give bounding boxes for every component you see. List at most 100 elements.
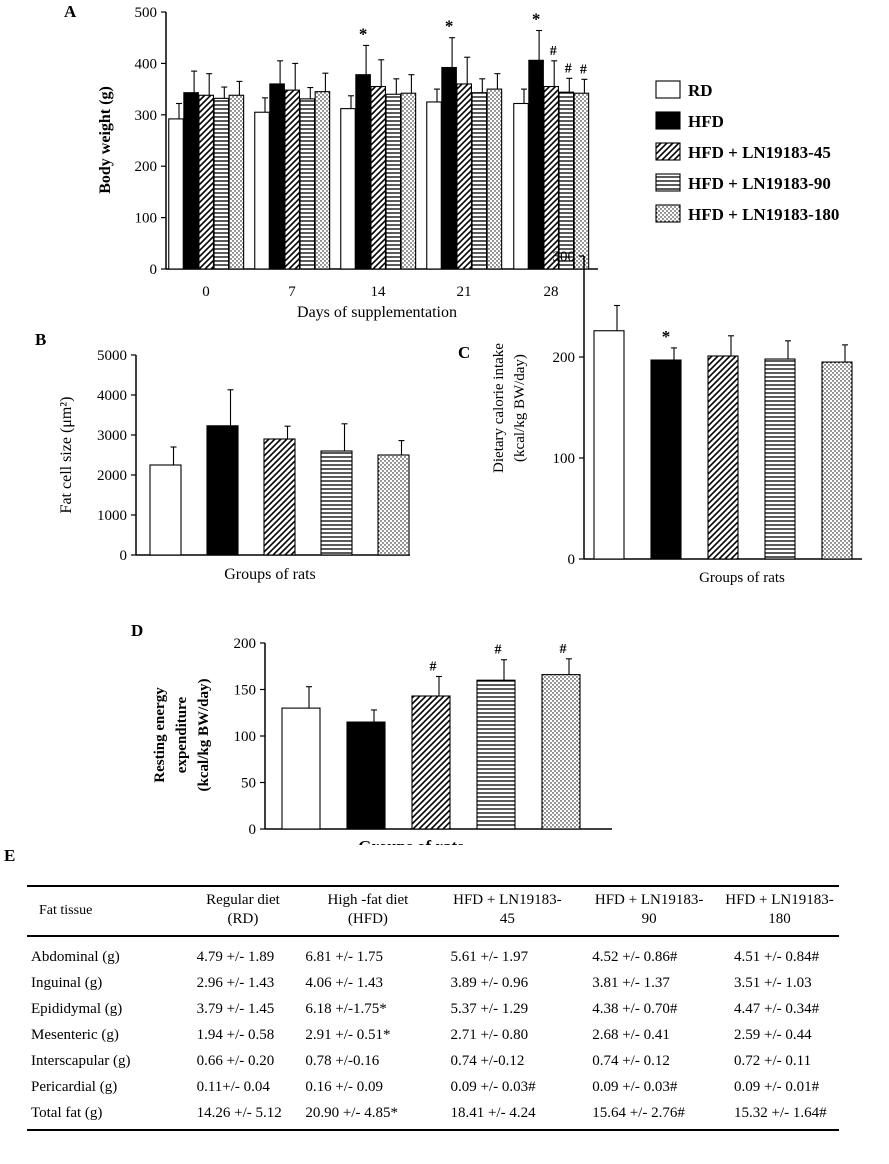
panel-letter-b: B [35, 330, 46, 349]
table-cell: 14.26 +/- 5.12 [186, 1100, 300, 1131]
table-cell: 4.52 +/- 0.86# [592, 948, 678, 965]
bar-d-1 [346, 721, 386, 830]
significance-mark-c: * [662, 327, 671, 346]
bar-a-0 [340, 108, 356, 270]
x-tick-label-a: 14 [371, 284, 387, 300]
y-axis-label-a: Body weight (g) [97, 86, 114, 194]
bar-a-2 [370, 85, 387, 270]
legend-swatch-2 [655, 142, 681, 161]
table-cell: 4.47 +/- 0.34# [734, 1000, 820, 1017]
table-cell: 5.37 +/- 1.29 [450, 1000, 529, 1017]
bar-a-4 [314, 91, 331, 270]
bar-c-0 [593, 330, 625, 560]
table-cell: 0.66 +/- 0.20 [196, 1052, 275, 1069]
col-header-rd: Regular diet (RD) [186, 885, 300, 937]
y-axis-label-c: (kcal/kg BW/day) [512, 354, 528, 462]
table-cell: 18.41 +/- 4.24 [436, 1100, 579, 1131]
legend-swatch-3 [655, 173, 681, 192]
table-cell: 15.32 +/- 1.64# [720, 1100, 839, 1131]
bar-b-3 [320, 450, 353, 556]
panel-c-chart: 0 100 200 300 Dietary calorie intake (kcal/kg… [458, 249, 862, 586]
bar-b-2 [263, 438, 296, 556]
bar-a-1 [355, 74, 371, 270]
col-header-ln90: HFD + LN19183-90 [578, 885, 720, 937]
panel-letter-c: C [458, 343, 470, 362]
bar-a-1 [269, 83, 285, 270]
panel-letter-a: A [64, 2, 77, 21]
table-cell: 4.06 +/- 1.43 [305, 974, 383, 991]
table-cell: 0.16 +/- 0.09 [305, 1078, 383, 1095]
row-label: Inguinal (g) [31, 974, 103, 991]
col-header-ln45: HFD + LN19183-45 [436, 885, 579, 937]
table-row: Inguinal (g) 2.96 +/- 1.43 4.06 +/- 1.43 3.… [27, 970, 839, 996]
bar-a-0 [426, 101, 442, 270]
y-axis-label-d: Resting energy [152, 687, 168, 783]
table-cell: 3.79 +/- 1.45 [196, 1000, 275, 1017]
table-cell: 4.38 +/- 0.70# [592, 1000, 678, 1017]
table-cell: 2.71 +/- 0.80 [450, 1026, 529, 1043]
bar-a-0 [513, 102, 529, 270]
row-label: Abdominal (g) [31, 948, 120, 965]
row-label: Epididymal (g) [31, 1000, 123, 1017]
significance-mark-a: # [565, 61, 572, 76]
table-cell: 0.74 +/-0.12 [450, 1052, 525, 1069]
y-tick-label-b: 5000 [97, 348, 127, 364]
row-label: Total fat (g) [27, 1100, 187, 1131]
table-cell: 0.78 +/-0.16 [305, 1052, 380, 1069]
legend-swatch-1 [655, 111, 681, 130]
bar-a-2 [284, 89, 301, 270]
y-tick-label-a: 100 [135, 211, 158, 227]
y-tick-label-c: 100 [553, 451, 576, 467]
bar-a-3 [558, 91, 575, 270]
y-tick-label-b: 3000 [97, 428, 127, 444]
bar-a-4 [228, 94, 245, 270]
bar-b-1 [206, 425, 239, 556]
table-cell: 4.51 +/- 0.84# [734, 948, 820, 965]
bar-a-3 [299, 98, 316, 270]
significance-mark-a: * [532, 10, 541, 29]
y-tick-label-d: 0 [249, 822, 257, 838]
significance-mark-d: # [430, 659, 437, 674]
col-header-ln180-text: HFD + LN19183-180 [725, 892, 834, 927]
bar-a-4 [486, 88, 503, 270]
legend-label-2: HFD + LN19183-45 [688, 143, 831, 162]
y-tick-label-a: 400 [135, 56, 158, 72]
bar-d-2 [411, 695, 451, 830]
bar-c-1 [650, 359, 682, 560]
significance-mark-a: # [580, 62, 587, 77]
x-axis-label-b: Groups of rats [224, 566, 316, 583]
bar-c-4 [821, 361, 853, 560]
y-tick-label-d: 100 [234, 729, 257, 745]
bar-a-3 [385, 93, 402, 270]
y-tick-label-a: 300 [135, 108, 158, 124]
table-cell: 1.94 +/- 0.58 [196, 1026, 275, 1043]
bar-a-3 [471, 92, 488, 270]
y-axis-label-b: Fat cell size (μm²) [58, 397, 75, 514]
table-cell: 3.51 +/- 1.03 [734, 974, 812, 991]
y-axis-label-d: (kcal/kg BW/day) [196, 679, 212, 792]
panel-e-letter: E [4, 846, 16, 865]
y-tick-label-a: 0 [150, 262, 158, 278]
col-header-hfd: High -fat diet (HFD) [299, 885, 437, 937]
bar-d-0 [281, 707, 321, 830]
legend-swatch-4 [655, 204, 681, 223]
col-header-fat-tissue: Fat tissue [27, 885, 187, 937]
panel-b-chart: 0 1000 2000 3000 4000 5000 Fat cell size (μm²)… [35, 330, 410, 583]
col-header-ln45-text: HFD + LN19183-45 [453, 892, 562, 927]
table-row: Mesenteric (g) 1.94 +/- 0.58 2.91 +/- 0.51… [27, 1022, 839, 1048]
bar-a-0 [168, 118, 184, 270]
legend: RD HFD HFD + LN19183-45 HFD + LN19183-90 HFD… [655, 80, 839, 224]
bar-b-4 [377, 454, 410, 556]
table-cell: 0.09 +/- 0.03# [592, 1078, 678, 1095]
table-cell: 2.68 +/- 0.41 [592, 1026, 670, 1043]
panel-a-chart: 0 100 200 300 400 500 Body weight (g) Days of s… [64, 2, 598, 321]
table-cell: 3.81 +/- 1.37 [592, 974, 670, 991]
table-cell: 6.81 +/- 1.75 [305, 948, 383, 965]
table-cell: 2.91 +/- 0.51* [305, 1026, 391, 1043]
y-axis-label-d: expenditure [174, 696, 190, 773]
y-tick-label-b: 0 [120, 548, 128, 564]
bar-c-2 [707, 355, 739, 560]
x-axis-label-a: Days of supplementation [297, 304, 457, 321]
col-header-hfd-text: High -fat diet (HFD) [327, 892, 409, 927]
